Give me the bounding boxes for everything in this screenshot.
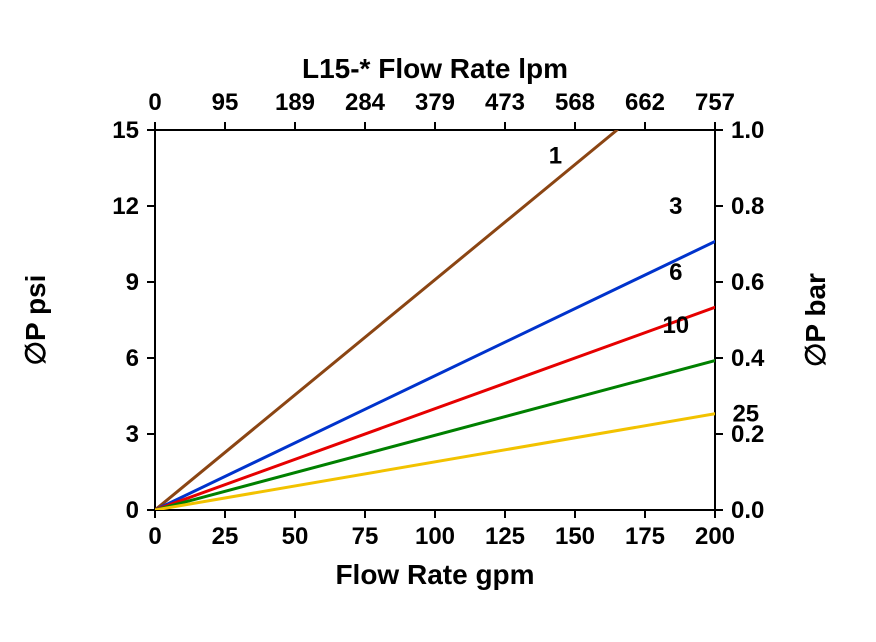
y-axis-title-left: ∅P psi [20, 275, 51, 366]
y-right-tick-label: 0.0 [731, 497, 764, 524]
series-label-3: 3 [669, 193, 682, 220]
y-right-tick-label: 1.0 [731, 117, 764, 144]
y-left-tick-label: 15 [112, 117, 139, 144]
y-left-tick-label: 12 [112, 193, 139, 220]
x-top-tick-label: 473 [485, 89, 525, 116]
y-left-tick-label: 9 [126, 269, 139, 296]
y-left-tick-label: 0 [126, 497, 139, 524]
y-right-tick-label: 0.4 [731, 345, 765, 372]
x-top-tick-label: 568 [555, 89, 595, 116]
x-bottom-tick-label: 125 [485, 523, 525, 550]
x-bottom-tick-label: 75 [352, 523, 379, 550]
x-top-tick-label: 189 [275, 89, 315, 116]
x-top-tick-label: 662 [625, 89, 665, 116]
x-axis-title-bottom: Flow Rate gpm [335, 559, 534, 590]
y-axis-title-right: ∅P bar [800, 273, 831, 367]
y-left-tick-label: 3 [126, 421, 139, 448]
chart-svg: 0255075100125150175200095189284379473568… [0, 0, 876, 642]
y-right-tick-label: 0.6 [731, 269, 764, 296]
x-bottom-tick-label: 150 [555, 523, 595, 550]
x-bottom-tick-label: 200 [695, 523, 735, 550]
series-label-25: 25 [732, 401, 759, 428]
x-bottom-tick-label: 100 [415, 523, 455, 550]
y-left-tick-label: 6 [126, 345, 139, 372]
x-bottom-tick-label: 50 [282, 523, 309, 550]
y-right-tick-label: 0.8 [731, 193, 764, 220]
flow-rate-chart: 0255075100125150175200095189284379473568… [0, 0, 876, 642]
x-top-tick-label: 284 [345, 89, 386, 116]
x-top-tick-label: 0 [148, 89, 161, 116]
chart-title-top: L15-* Flow Rate lpm [302, 53, 568, 84]
series-label-6: 6 [669, 259, 682, 286]
x-top-tick-label: 757 [695, 89, 735, 116]
x-top-tick-label: 379 [415, 89, 455, 116]
series-label-10: 10 [662, 312, 689, 339]
x-top-tick-label: 95 [212, 89, 239, 116]
series-label-1: 1 [549, 142, 562, 169]
x-bottom-tick-label: 0 [148, 523, 161, 550]
x-bottom-tick-label: 25 [212, 523, 239, 550]
x-bottom-tick-label: 175 [625, 523, 665, 550]
